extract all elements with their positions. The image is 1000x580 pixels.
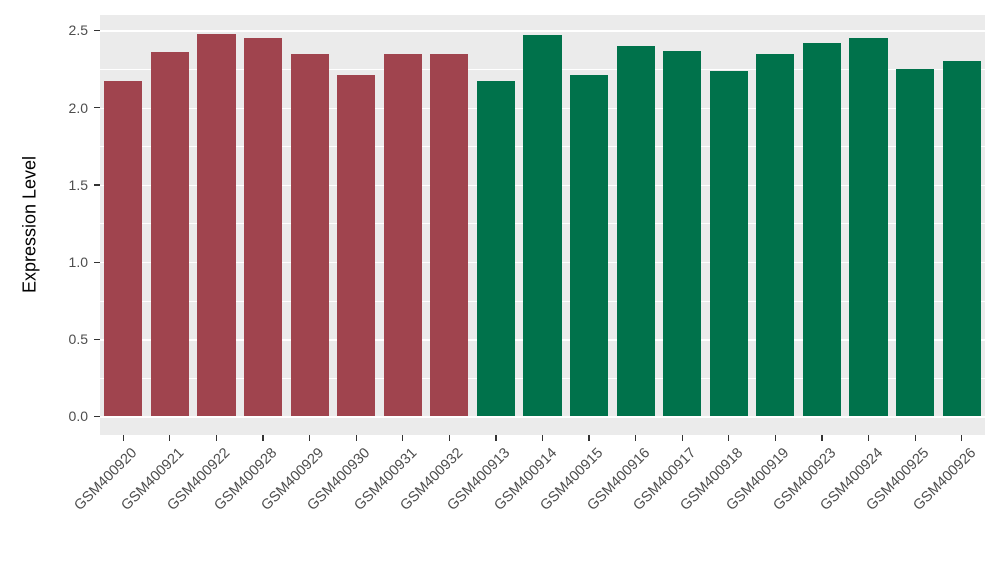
x-tick-mark bbox=[728, 435, 730, 441]
bar-GSM400922 bbox=[197, 33, 236, 417]
bar-GSM400915 bbox=[569, 75, 609, 417]
x-tick-mark bbox=[867, 435, 870, 441]
y-tick-mark bbox=[94, 184, 100, 186]
x-tick-mark bbox=[309, 435, 311, 441]
bar-GSM400928 bbox=[243, 38, 283, 417]
x-tick-mark bbox=[961, 435, 963, 441]
y-tick-mark bbox=[94, 415, 100, 418]
x-tick-mark bbox=[355, 435, 357, 441]
y-tick-label: 0.5 bbox=[68, 331, 88, 348]
y-tick-mark bbox=[94, 261, 100, 263]
x-tick-mark bbox=[169, 435, 171, 441]
x-tick-mark bbox=[588, 435, 590, 441]
y-tick-mark bbox=[94, 107, 100, 109]
bar-GSM400919 bbox=[756, 53, 795, 417]
x-tick-mark bbox=[215, 435, 218, 441]
bar-GSM400914 bbox=[523, 35, 562, 417]
bar-GSM400926 bbox=[942, 61, 981, 417]
bar-GSM400929 bbox=[290, 53, 329, 417]
bar-GSM400918 bbox=[709, 70, 748, 417]
x-tick-mark bbox=[122, 435, 124, 441]
bar-GSM400916 bbox=[616, 45, 655, 417]
x-tick-mark bbox=[914, 435, 916, 441]
x-tick-mark bbox=[541, 435, 544, 441]
y-axis-title: Expression Level bbox=[19, 155, 40, 294]
y-tick-label: 0.0 bbox=[68, 408, 88, 425]
bar-GSM400924 bbox=[849, 38, 888, 417]
y-tick-label: 1.0 bbox=[68, 254, 88, 271]
bar-GSM400932 bbox=[430, 53, 469, 417]
x-tick-mark bbox=[821, 435, 823, 441]
bar-GSM400917 bbox=[663, 50, 702, 417]
bar-GSM400921 bbox=[150, 52, 189, 417]
y-tick-label: 2.5 bbox=[68, 22, 88, 39]
y-tick-mark bbox=[94, 338, 100, 340]
bar-GSM400920 bbox=[104, 81, 143, 417]
bar-GSM400925 bbox=[896, 69, 935, 417]
y-tick-mark bbox=[94, 29, 100, 32]
bar-GSM400930 bbox=[337, 75, 376, 417]
x-tick-mark bbox=[635, 435, 637, 441]
y-tick-label: 1.5 bbox=[68, 176, 88, 193]
gridline-major bbox=[100, 30, 985, 32]
bar-GSM400913 bbox=[476, 81, 515, 417]
x-tick-mark bbox=[262, 435, 264, 441]
y-tick-label: 2.0 bbox=[68, 99, 88, 116]
gridline-major bbox=[100, 416, 985, 418]
bar-GSM400923 bbox=[802, 42, 842, 417]
x-tick-mark bbox=[774, 435, 776, 441]
x-tick-mark bbox=[681, 435, 683, 441]
x-tick-mark bbox=[495, 435, 497, 441]
bar-GSM400931 bbox=[383, 53, 422, 417]
x-tick-mark bbox=[402, 435, 404, 441]
x-tick-mark bbox=[448, 435, 450, 441]
